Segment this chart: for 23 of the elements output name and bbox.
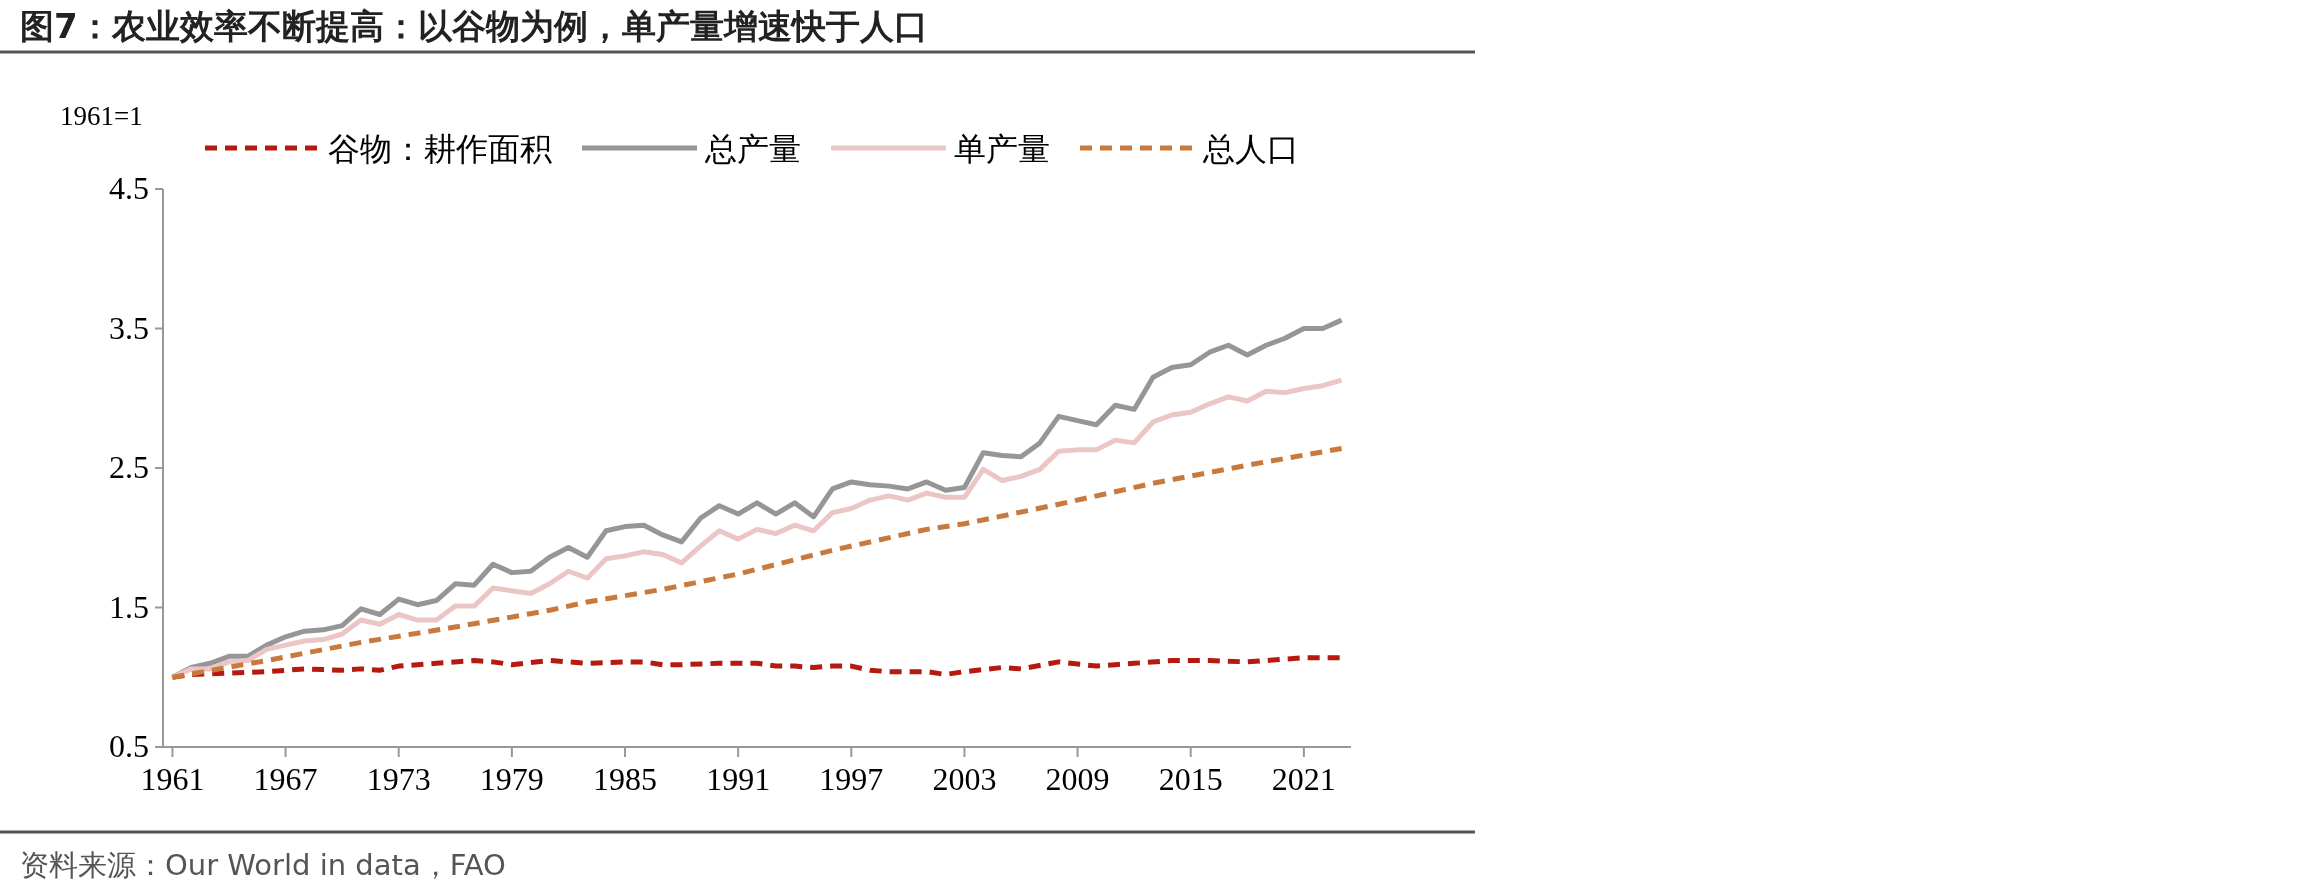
x-tick-label: 1961 xyxy=(140,761,205,797)
chart-title: 图7：农业效率不断提高：以谷物为例，单产量增速快于人口 xyxy=(20,6,928,46)
text: 资料来源：Our World in data，FAO xyxy=(20,848,506,882)
x-tick-label: 1985 xyxy=(593,761,657,797)
x-tick-label: 1997 xyxy=(819,761,884,797)
legend-label: 单产量 xyxy=(954,130,1050,168)
y-tick-label: 0.5 xyxy=(109,728,149,764)
y-tick-label: 2.5 xyxy=(109,449,149,485)
y-tick-label: 1.5 xyxy=(109,588,149,625)
y-tick-label: 3.5 xyxy=(109,309,149,346)
x-tick-label: 1973 xyxy=(366,761,431,797)
x-tick-label: 1979 xyxy=(479,761,544,797)
x-tick-label: 1967 xyxy=(253,761,318,797)
y-tick-label: 4.5 xyxy=(109,170,149,206)
legend-label: 总产量 xyxy=(704,130,801,168)
x-tick-label: 2009 xyxy=(1045,761,1110,797)
x-tick-label: 2021 xyxy=(1271,761,1336,797)
legend-label: 谷物：耕作面积 xyxy=(328,130,552,168)
x-tick-label: 1991 xyxy=(706,761,771,797)
x-tick-label: 2003 xyxy=(932,761,997,797)
y-axis-title: 1961=1 xyxy=(60,101,143,131)
legend-label: 总人口 xyxy=(1202,130,1299,168)
x-tick-label: 2015 xyxy=(1158,761,1223,797)
